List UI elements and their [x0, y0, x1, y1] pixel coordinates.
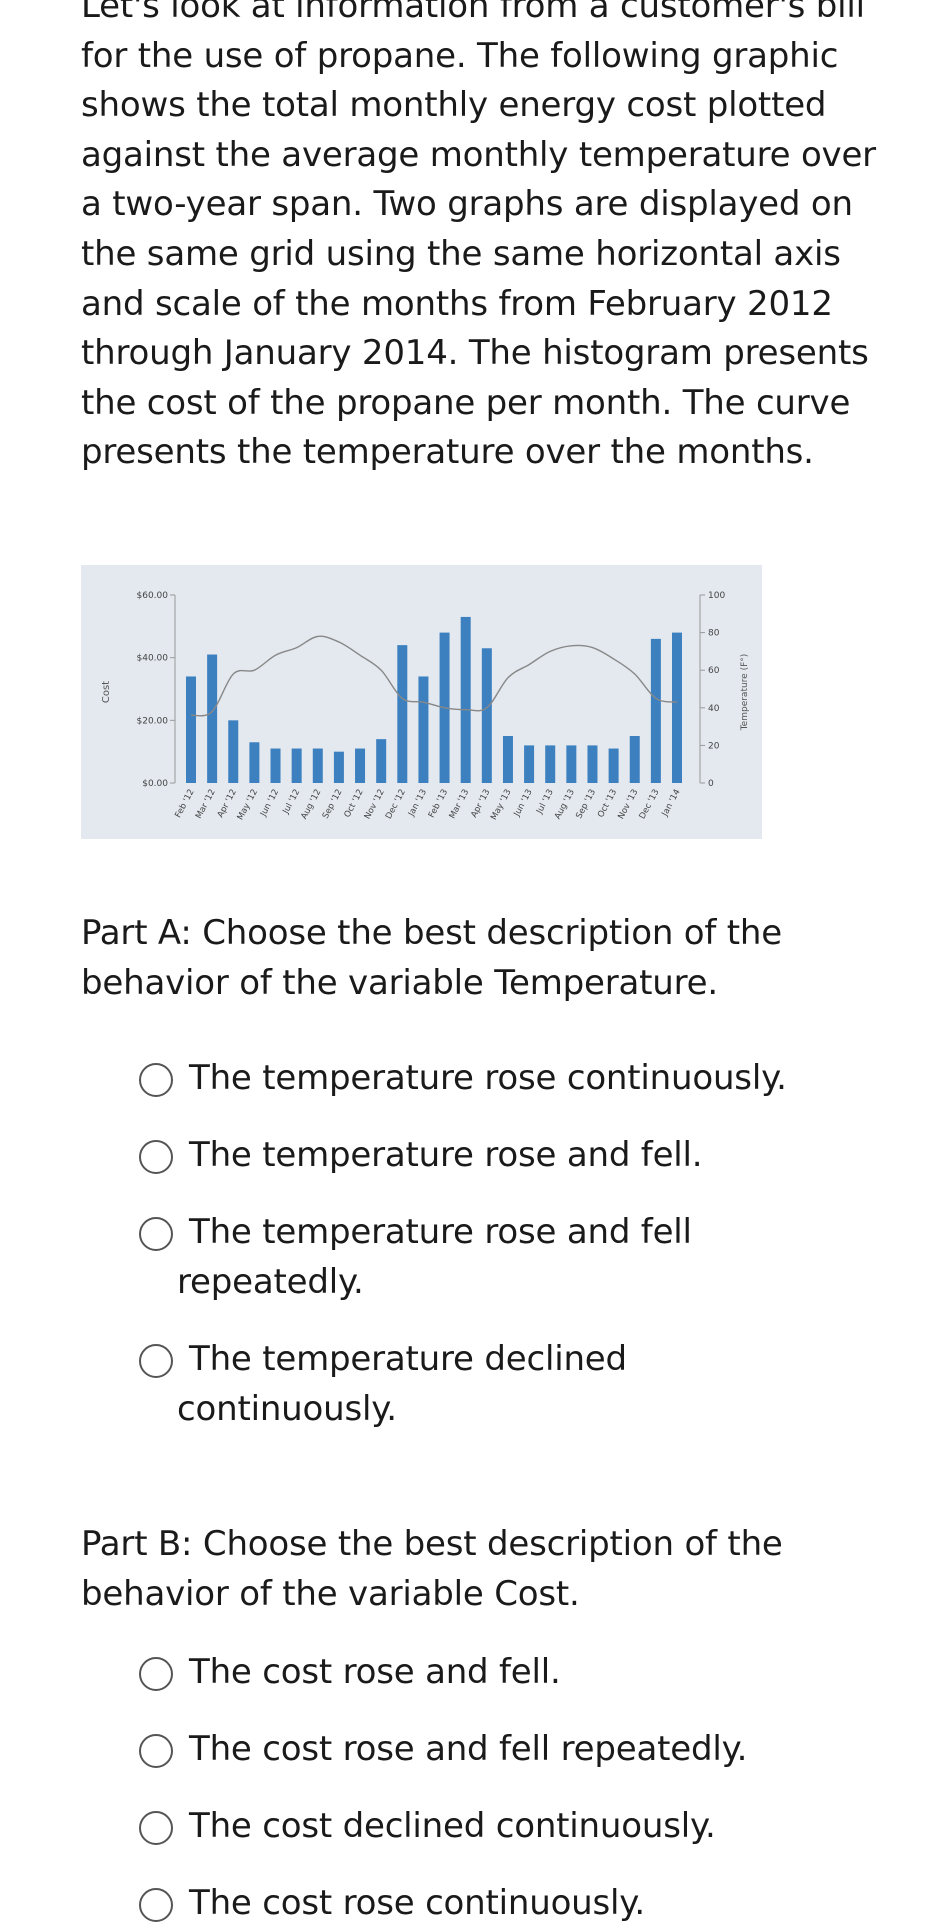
option-label: The cost rose and fell repeatedly.: [189, 1729, 748, 1769]
cost-bar: [481, 648, 492, 783]
y2-tick-label: 100: [708, 591, 725, 601]
x-tick-label: Oct '12: [343, 788, 366, 820]
cost-bar: [629, 736, 640, 783]
cost-bar: [587, 745, 598, 783]
cost-bar: [228, 720, 239, 783]
y-axis-label-temperature: Temperature (F°): [740, 654, 750, 732]
temperature-curve: [190, 635, 678, 717]
x-tick-label: Jun '12: [258, 788, 281, 819]
option-label: The temperature declined continuously.: [177, 1339, 627, 1429]
x-tick-label: Apr '13: [469, 788, 492, 820]
part-a-title: Part A: Choose the best description of t…: [81, 913, 782, 1003]
cost-bar: [397, 645, 408, 783]
propane-chart: Cost Temperature (F°) $60.00 $40.00 $20.00…: [81, 565, 762, 839]
x-tick-label: Dec '12: [384, 788, 408, 821]
cost-bar: [312, 748, 323, 783]
cost-bar: [460, 616, 471, 783]
option-label: The temperature rose and fell.: [189, 1135, 703, 1175]
option-label: The cost declined continuously.: [189, 1806, 716, 1846]
part-b-option-1[interactable]: The cost rose and fell.: [139, 1647, 899, 1697]
cost-bar: [608, 748, 619, 783]
radio-button-icon[interactable]: [139, 1888, 173, 1922]
x-tick-label: Sep '13: [574, 788, 598, 821]
radio-button-icon[interactable]: [139, 1344, 173, 1378]
y2-tick-label: 80: [708, 629, 720, 639]
intro-paragraph: Let's look at information from a custome…: [81, 0, 876, 473]
radio-button-icon[interactable]: [139, 1811, 173, 1845]
option-label: The temperature rose continuously.: [189, 1058, 787, 1098]
cost-bar: [291, 748, 302, 783]
x-tick-label: Jan '13: [406, 788, 429, 819]
radio-button-icon[interactable]: [139, 1657, 173, 1691]
y2-tick-label: 40: [708, 704, 720, 714]
option-label: The cost rose continuously.: [189, 1883, 645, 1923]
x-tick-label: Oct '13: [596, 788, 619, 820]
part-b-option-4[interactable]: The cost rose continuously.: [139, 1878, 899, 1928]
x-tick-label: Sep '12: [321, 788, 345, 821]
y-tick-label: $40.00: [137, 654, 169, 664]
chart-svg: Cost Temperature (F°) $60.00 $40.00 $20.00…: [101, 591, 750, 822]
part-b-option-2[interactable]: The cost rose and fell repeatedly.: [139, 1724, 899, 1774]
part-a-option-3[interactable]: The temperature rose and fell repeatedly…: [139, 1207, 729, 1307]
x-tick-label: Dec '13: [638, 788, 662, 821]
part-a-option-1[interactable]: The temperature rose continuously.: [139, 1053, 899, 1103]
cost-bar: [376, 739, 387, 783]
radio-button-icon[interactable]: [139, 1217, 173, 1251]
cost-bar: [566, 745, 577, 783]
option-label: The cost rose and fell.: [189, 1652, 561, 1692]
cost-bar: [333, 751, 344, 783]
cost-bar: [418, 676, 429, 783]
x-tick-label: Jun '13: [512, 788, 535, 819]
radio-button-icon[interactable]: [139, 1063, 173, 1097]
part-b-option-3[interactable]: The cost declined continuously.: [139, 1801, 899, 1851]
x-tick-label: Feb '13: [427, 788, 450, 820]
cost-bar: [270, 748, 281, 783]
option-label: The temperature rose and fell repeatedly…: [177, 1212, 692, 1302]
y-tick-label: $0.00: [142, 779, 168, 789]
y-tick-label: $20.00: [137, 716, 169, 726]
x-tick-label: Mar '13: [448, 788, 472, 821]
radio-button-icon[interactable]: [139, 1734, 173, 1768]
cost-bar: [207, 654, 218, 783]
cost-bar: [650, 638, 661, 783]
part-a-option-4[interactable]: The temperature declined continuously.: [139, 1334, 659, 1434]
part-b-title: Part B: Choose the best description of t…: [81, 1524, 783, 1614]
y2-tick-label: 0: [708, 779, 714, 789]
y-tick-label: $60.00: [137, 591, 169, 601]
y-axis-label-cost: Cost: [101, 681, 112, 703]
x-tick-label: Jan '14: [660, 788, 683, 819]
x-tick-label: Feb '12: [173, 788, 196, 820]
x-tick-label: May '12: [236, 788, 261, 822]
cost-bar: [355, 748, 366, 783]
cost-bar: [545, 745, 556, 783]
part-a-option-2[interactable]: The temperature rose and fell.: [139, 1130, 899, 1180]
y2-tick-label: 60: [708, 666, 720, 676]
x-tick-label: May '13: [489, 788, 514, 822]
x-tick-label: Jul '13: [534, 788, 556, 817]
x-tick-label: Jul '12: [281, 788, 303, 817]
cost-bar: [249, 742, 260, 783]
cost-bar: [186, 676, 196, 783]
cost-bar: [672, 632, 682, 783]
radio-button-icon[interactable]: [139, 1140, 173, 1174]
cost-bar: [502, 736, 513, 783]
y2-tick-label: 20: [708, 741, 720, 751]
cost-bar: [524, 745, 535, 783]
x-tick-label: Mar '12: [194, 788, 218, 821]
x-tick-label: Apr '12: [216, 788, 239, 820]
